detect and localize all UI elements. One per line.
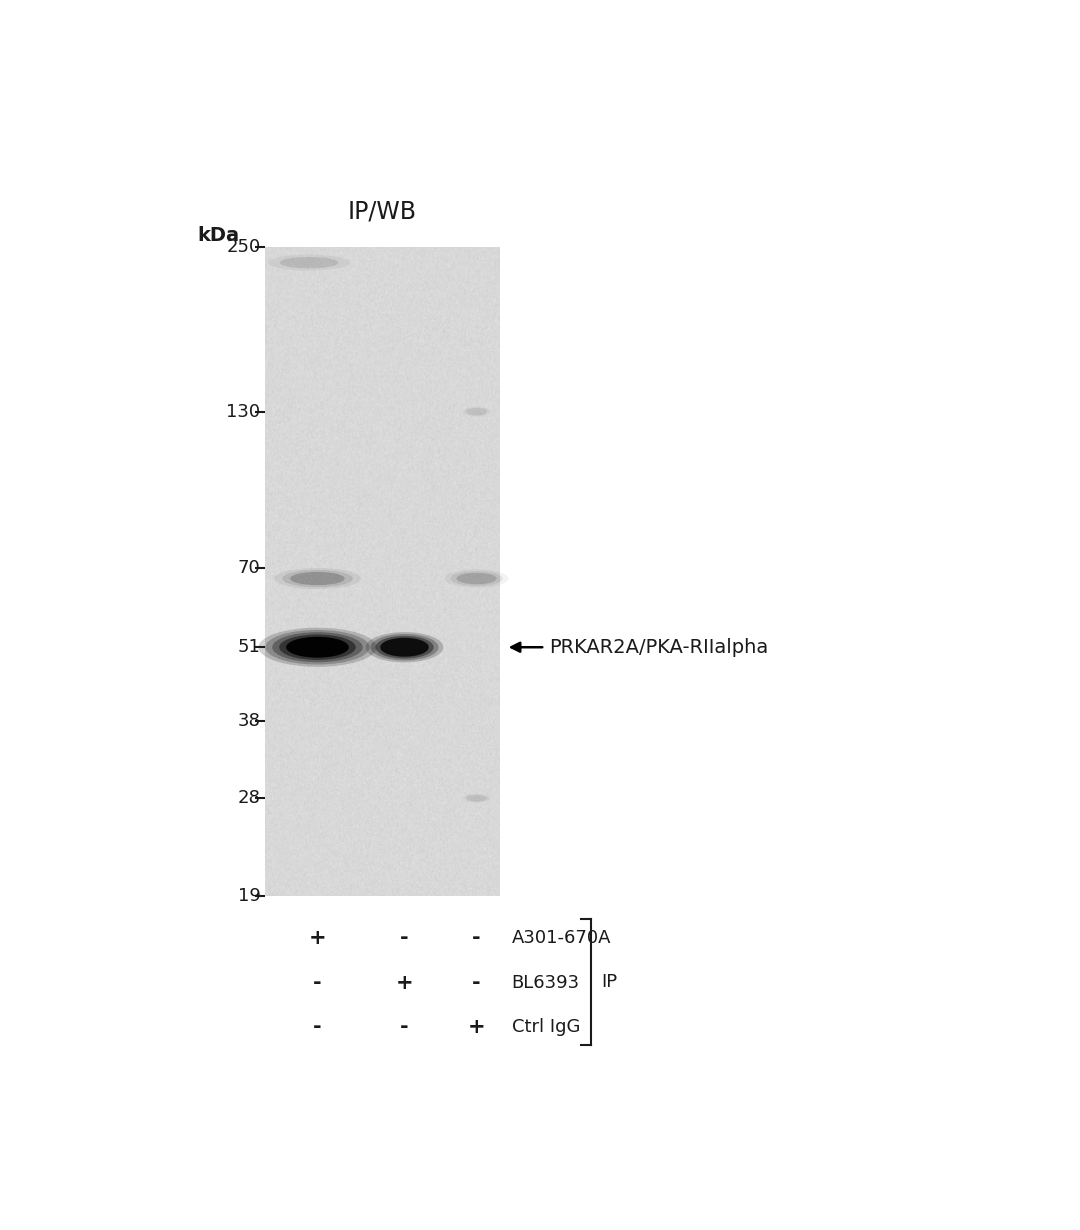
- Text: 28: 28: [238, 790, 260, 807]
- Text: -: -: [401, 929, 409, 948]
- Text: 70: 70: [238, 558, 260, 577]
- Text: BL6393: BL6393: [512, 974, 580, 991]
- Text: IP/WB: IP/WB: [348, 199, 417, 224]
- Text: -: -: [472, 929, 481, 948]
- Ellipse shape: [258, 627, 377, 667]
- Ellipse shape: [272, 632, 363, 662]
- Text: 130: 130: [227, 402, 260, 421]
- Ellipse shape: [450, 571, 502, 585]
- Ellipse shape: [291, 572, 345, 585]
- Ellipse shape: [467, 408, 487, 416]
- Text: -: -: [313, 973, 322, 993]
- Ellipse shape: [376, 636, 434, 658]
- Ellipse shape: [266, 630, 369, 664]
- Ellipse shape: [467, 795, 487, 802]
- Text: 38: 38: [238, 712, 260, 731]
- Text: Ctrl IgG: Ctrl IgG: [512, 1017, 580, 1036]
- Text: IP: IP: [602, 973, 618, 991]
- Text: kDa: kDa: [198, 226, 240, 245]
- Ellipse shape: [279, 635, 355, 661]
- Text: -: -: [401, 1016, 409, 1037]
- Text: +: +: [395, 973, 414, 993]
- Ellipse shape: [286, 637, 349, 658]
- Text: -: -: [313, 1016, 322, 1037]
- Ellipse shape: [370, 633, 438, 661]
- Text: -: -: [472, 973, 481, 993]
- Ellipse shape: [366, 632, 444, 663]
- Text: +: +: [468, 1016, 485, 1037]
- Text: PRKAR2A/PKA-RIIalpha: PRKAR2A/PKA-RIIalpha: [550, 637, 769, 657]
- Text: A301-670A: A301-670A: [512, 930, 611, 947]
- Ellipse shape: [280, 257, 338, 268]
- Text: 51: 51: [238, 638, 260, 657]
- Text: 19: 19: [238, 887, 260, 905]
- Text: 250: 250: [227, 239, 260, 256]
- Ellipse shape: [380, 638, 429, 657]
- Ellipse shape: [274, 568, 361, 589]
- Ellipse shape: [457, 573, 497, 584]
- Text: +: +: [309, 929, 326, 948]
- Ellipse shape: [282, 569, 353, 587]
